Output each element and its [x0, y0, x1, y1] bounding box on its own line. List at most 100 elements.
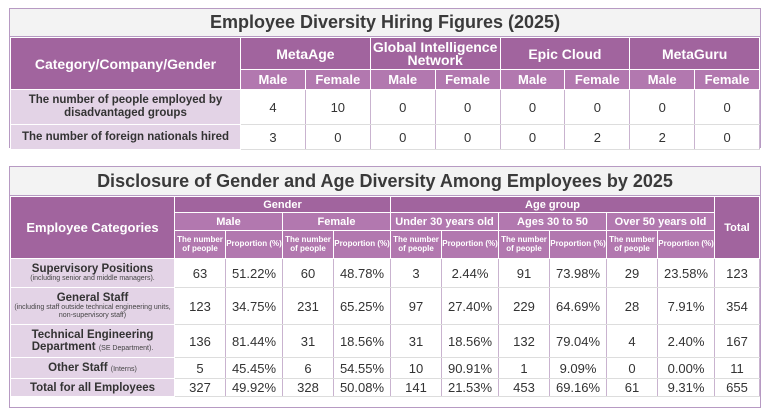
hiring-figures-title: Employee Diversity Hiring Figures (2025)	[10, 9, 760, 37]
row-label: Other Staff (Interns)	[10, 357, 175, 379]
table-cell: 31	[390, 324, 443, 358]
subgroup-header-over-50: Over 50 years old	[606, 212, 716, 231]
table-cell: 91	[498, 258, 551, 288]
table-row: Supervisory Positions (including senior …	[10, 258, 760, 288]
col-header-proportion: Proportion (%)	[657, 230, 716, 259]
table-cell: 0	[499, 89, 566, 125]
table-cell: 11	[714, 357, 760, 379]
gender-header-male: Male	[499, 69, 566, 90]
col-header-proportion: Proportion (%)	[225, 230, 283, 259]
table-cell: 69.16%	[549, 378, 608, 397]
table-cell: 655	[714, 378, 760, 397]
table-row: The number of foreign nationals hired 3 …	[10, 124, 760, 150]
col-header-people: The number of people	[282, 230, 334, 259]
table-cell: 10	[304, 89, 371, 125]
table-cell: 1	[498, 357, 551, 379]
table-cell: 0	[564, 89, 631, 125]
group-header-age: Age group	[390, 196, 716, 213]
col-header-proportion: Proportion (%)	[441, 230, 500, 259]
company-header-global-intelligence-network: Global Intelligence Network	[369, 37, 501, 70]
table-cell: 6	[282, 357, 334, 379]
table-cell: 354	[714, 287, 760, 325]
table-cell: 29	[606, 258, 659, 288]
gender-header-male: Male	[369, 69, 436, 90]
col-header-proportion: Proportion (%)	[332, 230, 392, 259]
table-cell: 5	[174, 357, 226, 379]
row-label: The number of foreign nationals hired	[10, 124, 241, 150]
hiring-figures-panel: Employee Diversity Hiring Figures (2025)…	[9, 8, 761, 150]
table2-corner-header: Employee Categories	[10, 196, 175, 259]
subgroup-header-under-30: Under 30 years old	[390, 212, 500, 231]
table-cell: 9.31%	[657, 378, 716, 397]
table-row: The number of people employed by disadva…	[10, 89, 760, 125]
table-cell: 45.45%	[225, 357, 283, 379]
table-cell: 50.08%	[332, 378, 392, 397]
table-cell: 27.40%	[441, 287, 500, 325]
table-cell: 141	[390, 378, 443, 397]
table-row-total: Total for all Employees 327 49.92% 328 5…	[10, 378, 760, 397]
table-cell: 0	[369, 124, 436, 150]
subgroup-header-male: Male	[174, 212, 283, 231]
row-label-note: (including staff outside technical engin…	[14, 304, 171, 319]
row-label: Supervisory Positions (including senior …	[10, 258, 175, 288]
table-cell: 7.91%	[657, 287, 716, 325]
table-cell: 97	[390, 287, 443, 325]
table-cell: 64.69%	[549, 287, 608, 325]
col-header-people: The number of people	[390, 230, 443, 259]
row-label-text: General Staff	[56, 292, 129, 304]
gender-header-male: Male	[629, 69, 696, 90]
table-cell: 4	[606, 324, 659, 358]
table-cell: 2	[564, 124, 631, 150]
diversity-disclosure-title: Disclosure of Gender and Age Diversity A…	[10, 167, 760, 196]
row-label: Technical Engineering Department (SE Dep…	[10, 324, 175, 358]
table-cell: 167	[714, 324, 760, 358]
table-cell: 2	[629, 124, 696, 150]
table-cell: 90.91%	[441, 357, 500, 379]
table-cell: 123	[714, 258, 760, 288]
table-cell: 0	[694, 124, 760, 150]
company-header-metaguru: MetaGuru	[629, 37, 760, 70]
table-cell: 132	[498, 324, 551, 358]
col-header-people: The number of people	[498, 230, 551, 259]
table-cell: 4	[240, 89, 306, 125]
table-cell: 51.22%	[225, 258, 283, 288]
row-label: General Staff (including staff outside t…	[10, 287, 175, 325]
table-cell: 0	[434, 124, 501, 150]
table-cell: 23.58%	[657, 258, 716, 288]
table-cell: 0.00%	[657, 357, 716, 379]
row-label-text: Technical Engineering Department	[31, 329, 154, 353]
table-row: General Staff (including staff outside t…	[10, 287, 760, 325]
table1-corner-header: Category/Company/Gender	[10, 37, 241, 90]
gender-header-female: Female	[434, 69, 501, 90]
company-header-epic-cloud: Epic Cloud	[499, 37, 631, 70]
subgroup-header-30-to-50: Ages 30 to 50	[498, 212, 608, 231]
table-cell: 60	[282, 258, 334, 288]
table-cell: 63	[174, 258, 226, 288]
table-cell: 3	[240, 124, 306, 150]
group-header-gender: Gender	[173, 196, 392, 213]
table-cell: 65.25%	[332, 287, 392, 325]
table-cell: 229	[498, 287, 551, 325]
table-cell: 10	[390, 357, 443, 379]
table-cell: 79.04%	[549, 324, 608, 358]
table-cell: 0	[606, 357, 659, 379]
col-header-people: The number of people	[606, 230, 659, 259]
gender-header-female: Female	[564, 69, 631, 90]
table-cell: 0	[434, 89, 501, 125]
table-cell: 81.44%	[225, 324, 283, 358]
company-header-metaage: MetaAge	[240, 37, 371, 70]
table-cell: 73.98%	[549, 258, 608, 288]
col-header-proportion: Proportion (%)	[549, 230, 608, 259]
table-cell: 0	[369, 89, 436, 125]
row-label-text: Other Staff	[48, 362, 108, 374]
table-cell: 34.75%	[225, 287, 283, 325]
table-cell: 61	[606, 378, 659, 397]
row-label-text: Supervisory Positions	[31, 263, 154, 275]
table-cell: 0	[629, 89, 696, 125]
row-label-note: (SE Department).	[98, 345, 154, 352]
table-cell: 2.44%	[441, 258, 500, 288]
table-row: Other Staff (Interns) 5 45.45% 6 54.55% …	[10, 357, 760, 379]
row-label-note: (Interns)	[110, 366, 137, 373]
table-cell: 0	[499, 124, 566, 150]
col-header-people: The number of people	[174, 230, 226, 259]
